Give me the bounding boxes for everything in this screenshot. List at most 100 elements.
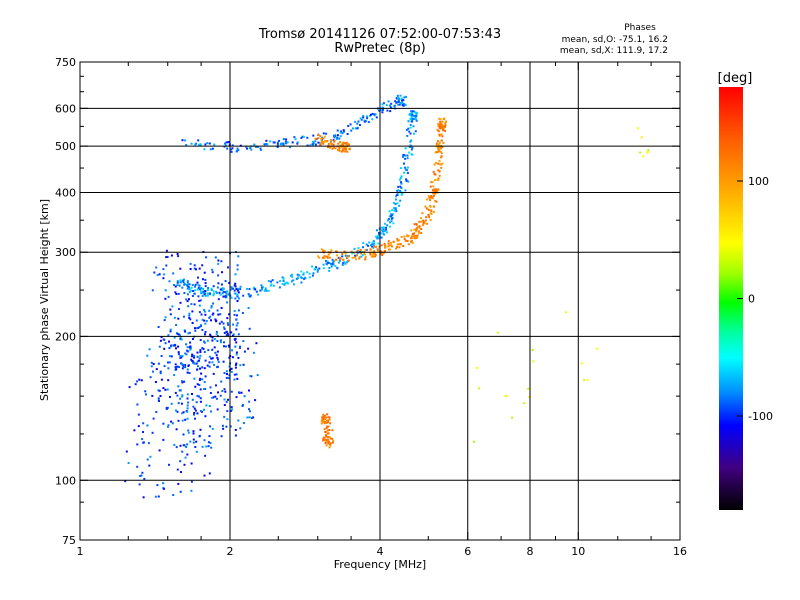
echo-point [347,259,350,262]
echo-point [198,304,201,307]
echo-point [647,151,649,153]
echo-point [225,425,228,428]
echo-point [326,425,329,428]
echo-point [437,177,440,180]
echo-point [142,422,145,425]
echo-point [432,170,435,173]
echo-point [227,141,230,144]
echo-point [413,223,416,226]
echo-point [189,268,192,270]
echo-point [383,222,386,225]
echo-point [195,268,197,271]
echo-point [328,269,331,272]
echo-point [401,99,404,102]
echo-point [355,254,358,257]
echo-point [176,284,179,287]
echo-point [376,248,379,251]
echo-point [194,417,196,420]
echo-point [193,303,196,306]
echo-point [367,121,370,123]
echo-point [433,192,436,195]
echo-point [211,361,214,364]
echo-point [247,307,250,309]
echo-point [473,440,475,443]
echo-point [242,340,245,343]
echo-point [330,249,333,252]
echo-point [323,140,326,143]
echo-point [231,408,234,411]
echo-point [385,226,387,229]
echo-point [170,420,173,423]
echo-point [438,126,441,129]
echo-point [312,134,315,137]
echo-point [254,399,257,402]
echo-point [324,418,327,421]
echo-point [219,341,222,344]
echo-point [440,156,443,159]
echo-point [309,144,312,147]
echo-point [341,142,344,145]
y-tick-label: 75 [62,534,76,547]
echo-point [383,242,386,245]
echo-point [241,312,244,314]
echo-point [383,233,386,236]
echo-point [159,395,162,397]
echo-point [343,261,346,264]
echo-point [381,111,384,114]
echo-point [267,289,270,292]
x-tick-label: 6 [464,545,471,558]
echo-point [200,292,203,295]
echo-point [196,351,199,354]
echo-point [196,368,199,371]
echo-point [380,252,383,255]
echo-point [399,242,402,245]
echo-point [400,187,403,189]
echo-point [332,260,335,263]
echo-point [434,179,436,181]
echo-point [216,340,219,342]
echo-point [437,148,440,151]
echo-point [337,149,340,152]
echo-point [386,231,388,234]
echo-point [323,414,326,417]
echo-point [187,285,189,288]
echo-point [318,256,321,259]
echo-point [198,434,201,437]
echo-point [183,444,186,447]
echo-point [374,113,377,116]
echo-point [204,290,207,293]
echo-point [278,139,280,142]
echo-point [422,220,425,223]
echo-point [396,94,399,97]
echo-point [382,102,385,105]
echo-point [191,398,194,401]
echo-point [194,385,197,388]
echo-point [202,348,205,351]
echo-point [329,139,332,142]
echo-point [323,428,326,431]
echo-point [418,226,421,229]
echo-point [174,291,177,294]
echo-point [302,272,305,275]
echo-point [264,287,267,290]
echo-point [170,402,173,405]
echo-point [225,294,228,297]
echo-point [178,284,181,287]
echo-point [219,293,222,296]
echo-point [437,162,440,165]
echo-point [157,362,160,365]
echo-point [332,440,335,443]
echo-point [292,279,295,282]
echo-point [404,147,407,150]
echo-point [194,283,197,286]
echo-point [212,285,215,288]
echo-point [427,195,430,198]
echo-point [199,367,201,370]
echo-point [359,248,362,251]
echo-point [429,199,432,202]
echo-point [209,386,212,389]
echo-point [237,419,240,422]
echo-point [323,257,326,260]
echo-point [300,136,303,139]
echo-point [192,441,195,444]
